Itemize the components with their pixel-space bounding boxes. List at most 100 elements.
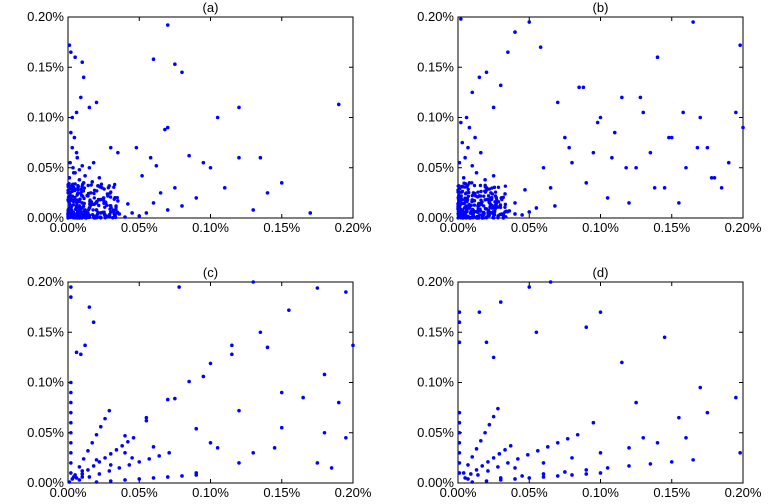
scatter-point xyxy=(279,425,284,430)
scatter-point xyxy=(94,208,99,212)
scatter-point xyxy=(487,187,492,191)
scatter-point xyxy=(555,441,560,445)
scatter-point xyxy=(667,135,671,140)
scatter-point xyxy=(591,420,596,425)
scatter-point xyxy=(308,211,313,215)
scatter-point xyxy=(548,280,553,284)
y-tick-label: 0.20% xyxy=(417,274,454,289)
x-tick-label: 0.15% xyxy=(653,485,690,500)
scatter-point xyxy=(77,478,82,482)
scatter-point xyxy=(496,214,500,219)
scatter-point xyxy=(71,475,76,479)
scatter-point xyxy=(86,449,90,453)
scatter-point xyxy=(107,469,112,473)
scatter-point xyxy=(69,400,73,405)
scatter-point xyxy=(173,186,177,190)
y-tick-label: 0.10% xyxy=(27,375,64,390)
scatter-point xyxy=(69,130,73,135)
scatter-point xyxy=(538,45,543,49)
scatter-point xyxy=(109,190,113,194)
scatter-point xyxy=(484,479,489,483)
scatter-point xyxy=(468,211,473,215)
scatter-point xyxy=(92,191,96,196)
y-tick-label: 0.10% xyxy=(27,110,64,125)
scatter-point xyxy=(638,95,643,100)
scatter-point xyxy=(69,50,73,54)
scatter-point xyxy=(655,55,660,59)
panel-title-d: (d) xyxy=(593,265,609,280)
scatter-point xyxy=(620,360,624,365)
scatter-point xyxy=(108,210,113,214)
scatter-point xyxy=(691,20,695,24)
scatter-point xyxy=(201,374,206,379)
scatter-point xyxy=(605,196,610,200)
scatter-point xyxy=(114,208,118,212)
scatter-point xyxy=(336,102,341,107)
scatter-point xyxy=(457,190,461,194)
scatter-point xyxy=(457,451,462,455)
scatter-point xyxy=(634,400,638,405)
scatter-point xyxy=(457,320,462,325)
scatter-point xyxy=(567,145,571,150)
scatter-point xyxy=(491,355,496,360)
scatter-point xyxy=(98,211,103,215)
scatter-point xyxy=(237,155,241,160)
scatter-point xyxy=(329,466,334,470)
scatter-point xyxy=(86,183,90,188)
scatter-point xyxy=(719,186,724,190)
x-tick-label: 0.10% xyxy=(192,485,229,500)
scatter-point xyxy=(126,202,130,206)
scatter-point xyxy=(77,167,82,172)
scatter-point xyxy=(555,100,560,105)
scatter-point xyxy=(496,185,501,189)
y-tick-label: 0.15% xyxy=(27,59,64,74)
scatter-point xyxy=(498,83,503,88)
scatter-point xyxy=(158,191,163,195)
scatter-point xyxy=(496,406,500,411)
y-tick-label: 0.20% xyxy=(27,9,64,24)
scatter-point xyxy=(624,165,628,170)
scatter-point xyxy=(474,215,478,220)
y-tick-label: 0.10% xyxy=(417,375,454,390)
scatter-point xyxy=(527,20,532,24)
x-tick-label: 0.05% xyxy=(511,485,548,500)
scatter-point xyxy=(705,410,710,415)
scatter-point xyxy=(506,50,510,54)
scatter-point xyxy=(570,473,574,477)
scatter-point xyxy=(251,451,256,455)
scatter-point xyxy=(627,446,631,450)
scatter-point xyxy=(117,466,122,470)
scatter-point xyxy=(76,188,80,192)
scatter-point xyxy=(483,430,487,435)
scatter-point xyxy=(598,115,603,120)
x-tick-label: 0.20% xyxy=(725,485,762,500)
scatter-point xyxy=(738,451,742,455)
scatter-point xyxy=(652,186,657,190)
scatter-point xyxy=(468,216,472,220)
scatter-point xyxy=(503,192,507,196)
scatter-point xyxy=(473,135,477,140)
scatter-point xyxy=(498,476,503,480)
scatter-point xyxy=(479,189,483,194)
y-tick-label: 0.10% xyxy=(417,110,454,125)
scatter-point xyxy=(470,455,475,459)
scatter-points xyxy=(457,17,745,218)
scatter-point xyxy=(684,165,688,170)
scatter-point xyxy=(467,181,472,185)
scatter-point xyxy=(87,105,92,110)
scatter-point xyxy=(698,115,703,120)
scatter-point xyxy=(89,200,94,204)
scatter-point xyxy=(80,475,85,479)
scatter-point xyxy=(80,472,85,476)
scatter-point xyxy=(107,184,111,188)
scatter-point xyxy=(230,343,234,348)
scatter-point xyxy=(83,208,87,212)
scatter-point xyxy=(82,186,87,190)
scatter-point xyxy=(500,196,504,200)
scatter-point xyxy=(108,463,113,467)
scatter-point xyxy=(137,460,142,464)
scatter-point xyxy=(480,464,485,468)
scatter-point xyxy=(67,215,71,219)
scatter-point xyxy=(73,55,77,59)
scatter-point xyxy=(484,70,489,75)
